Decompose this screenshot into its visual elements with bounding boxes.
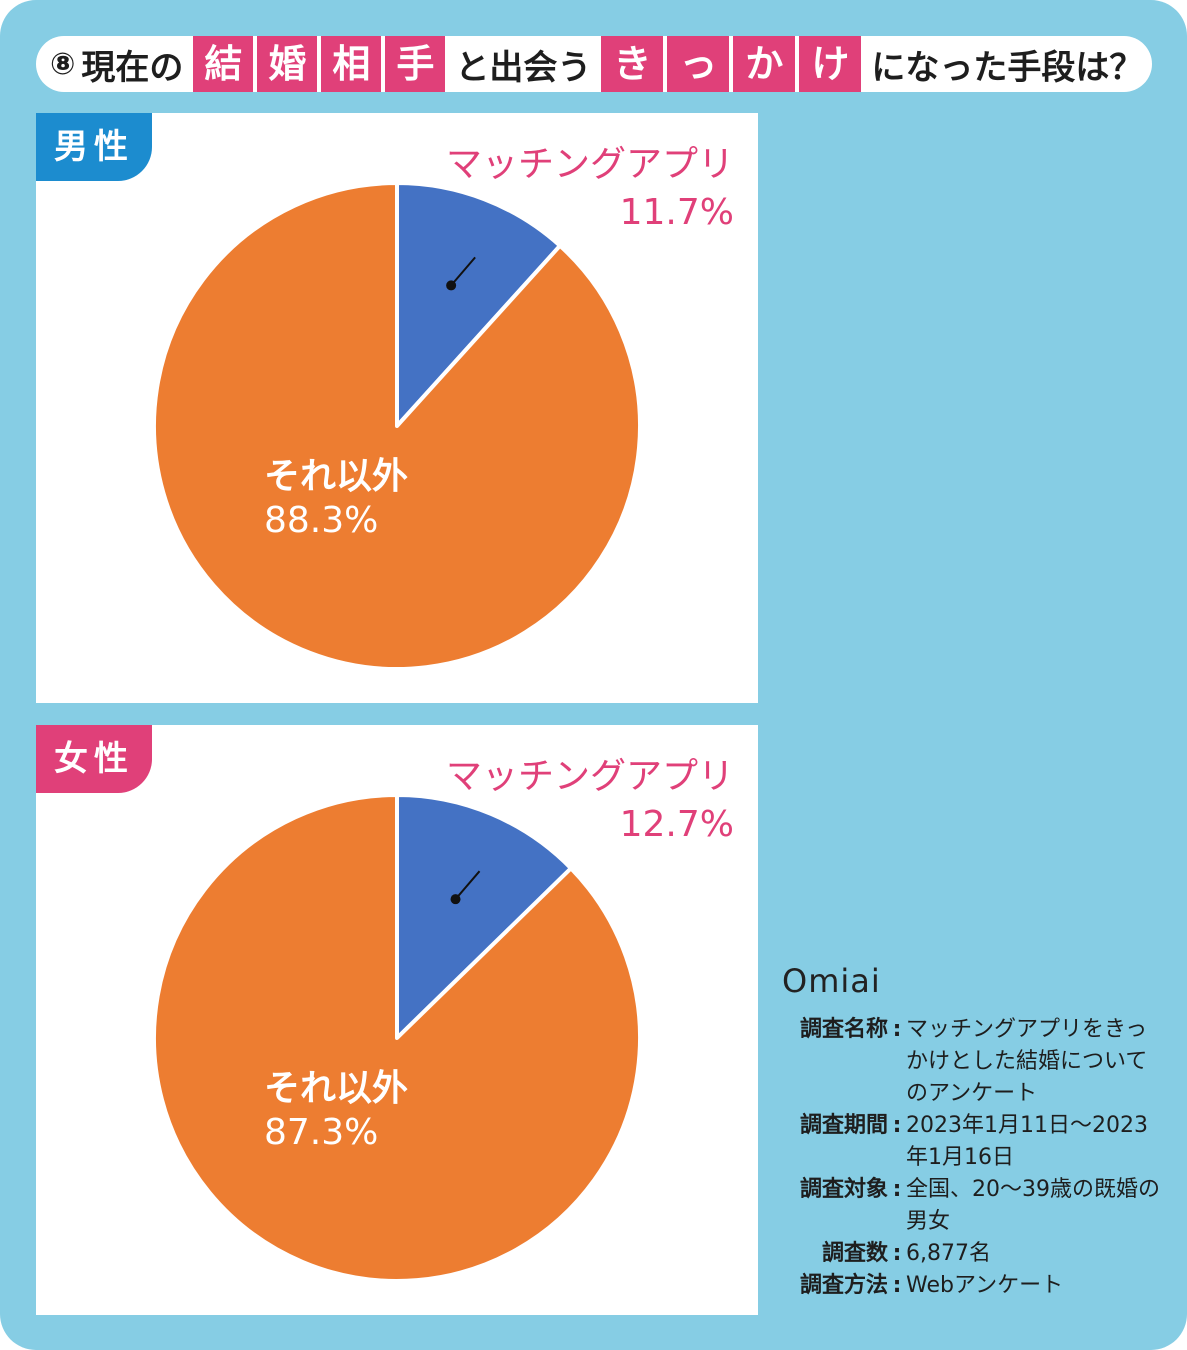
title-box-char: 相 bbox=[321, 36, 382, 92]
survey-key: 調査名称 bbox=[799, 1017, 888, 1042]
leader-dot bbox=[446, 280, 457, 291]
male-other-label-pct: 88.3% bbox=[264, 500, 379, 541]
title-box-char: 結 bbox=[193, 36, 254, 92]
survey-separator: : bbox=[892, 1273, 902, 1298]
title-box-char: 婚 bbox=[257, 36, 318, 92]
male-tab: 男性 bbox=[36, 113, 152, 181]
pie-slice-other bbox=[152, 793, 642, 1283]
survey-key: 調査対象 bbox=[799, 1177, 888, 1202]
logo-text: Omiai bbox=[782, 962, 881, 1000]
survey-row: 調査対象 : 全国、20〜39歳の既婚の男女 bbox=[780, 1174, 1160, 1238]
survey-value: 全国、20〜39歳の既婚の男女 bbox=[906, 1177, 1160, 1234]
survey-key: 調査方法 bbox=[799, 1273, 888, 1298]
title-text-after: になった手段は？ bbox=[871, 47, 1144, 88]
male-app-label-pct: 11.7% bbox=[619, 192, 734, 233]
title-highlight-1: 結 婚 相 手 bbox=[193, 36, 446, 92]
pie-slice-matching-app bbox=[395, 793, 573, 1040]
female-other-label-name: それ以外 bbox=[264, 1068, 409, 1109]
survey-key: 調査数 bbox=[821, 1241, 888, 1266]
male-pie-chart bbox=[152, 181, 642, 671]
survey-row: 調査数 : 6,877名 bbox=[780, 1238, 1160, 1270]
omiai-logo: Omiai bbox=[782, 962, 1160, 1002]
title-text-before: 現在の bbox=[81, 47, 184, 88]
male-app-label: マッチングアプリ 11.7% bbox=[446, 141, 734, 237]
leader-line bbox=[450, 256, 476, 287]
title-box-char: き bbox=[601, 36, 664, 92]
title-box-char: っ bbox=[667, 36, 730, 92]
title-number: ⑧ bbox=[50, 46, 76, 82]
survey-value: マッチングアプリをきっかけとした結婚についてのアンケート bbox=[906, 1017, 1148, 1106]
survey-value: Webアンケート bbox=[906, 1273, 1064, 1298]
male-chart-panel: 男性 マッチングアプリ 11.7% それ以外 88.3% bbox=[36, 113, 758, 703]
title-bar: ⑧ 現在の 結 婚 相 手 と出会う き っ か け になった手段は？ bbox=[36, 36, 1152, 92]
survey-info: Omiai 調査名称 : マッチングアプリをきっかけとした結婚についてのアンケー… bbox=[780, 962, 1160, 1302]
survey-row: 調査期間 : 2023年1月11日〜2023年1月16日 bbox=[780, 1110, 1160, 1174]
male-other-label-name: それ以外 bbox=[264, 456, 409, 497]
survey-separator: : bbox=[892, 1017, 902, 1042]
male-other-label: それ以外 88.3% bbox=[264, 455, 408, 543]
survey-key: 調査期間 bbox=[799, 1113, 888, 1138]
title-text-mid: と出会う bbox=[455, 47, 592, 88]
survey-row: 調査方法 : Webアンケート bbox=[780, 1270, 1160, 1302]
male-app-label-name: マッチングアプリ bbox=[445, 144, 734, 185]
survey-value: 2023年1月11日〜2023年1月16日 bbox=[906, 1113, 1148, 1170]
pie-slice-matching-app bbox=[395, 181, 562, 428]
title-box-char: け bbox=[799, 36, 862, 92]
female-chart-panel: 女性 マッチングアプリ 12.7% それ以外 87.3% bbox=[36, 725, 758, 1315]
female-pie-chart bbox=[152, 793, 642, 1283]
female-other-label-pct: 87.3% bbox=[264, 1112, 379, 1153]
survey-separator: : bbox=[892, 1241, 902, 1266]
leader-line bbox=[454, 870, 481, 900]
title-highlight-2: き っ か け bbox=[601, 36, 862, 92]
survey-separator: : bbox=[892, 1113, 902, 1138]
survey-row: 調査名称 : マッチングアプリをきっかけとした結婚についてのアンケート bbox=[780, 1014, 1160, 1110]
female-tab: 女性 bbox=[36, 725, 152, 793]
female-app-label: マッチングアプリ 12.7% bbox=[446, 753, 734, 849]
female-app-label-name: マッチングアプリ bbox=[445, 756, 734, 797]
survey-value: 6,877名 bbox=[906, 1241, 991, 1266]
survey-separator: : bbox=[892, 1177, 902, 1202]
title-box-char: か bbox=[733, 36, 796, 92]
female-other-label: それ以外 87.3% bbox=[264, 1067, 408, 1155]
female-app-label-pct: 12.7% bbox=[619, 804, 734, 845]
leader-dot bbox=[450, 894, 461, 905]
title-box-char: 手 bbox=[385, 36, 446, 92]
pie-slice-other bbox=[152, 181, 642, 671]
